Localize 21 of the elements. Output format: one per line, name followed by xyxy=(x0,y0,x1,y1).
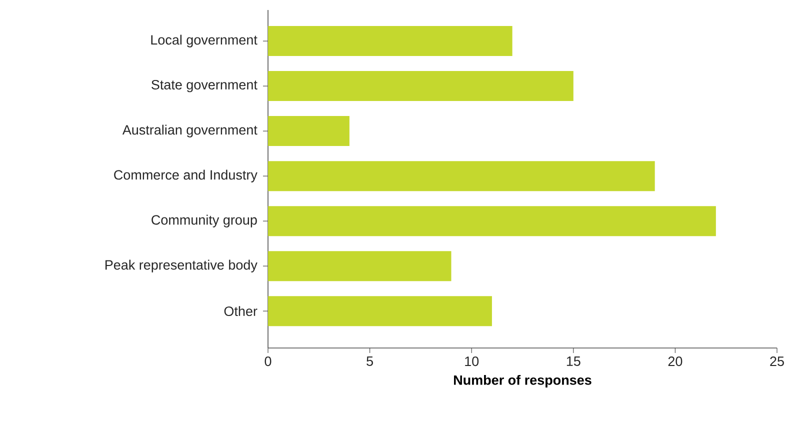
bar xyxy=(268,251,452,282)
x-tick-label: 25 xyxy=(770,356,784,366)
bar xyxy=(268,116,350,146)
bar xyxy=(268,26,512,56)
x-axis-title: Number of responses xyxy=(454,374,592,388)
x-tick-label: 15 xyxy=(566,356,580,366)
y-tick-label: State government xyxy=(152,80,258,92)
bar xyxy=(268,206,716,236)
bar xyxy=(268,296,492,326)
y-tick-label: Local government xyxy=(151,34,258,48)
y-tick-label: Community group xyxy=(152,214,257,228)
x-tick-label: 10 xyxy=(465,356,479,366)
x-tick-label: 0 xyxy=(264,356,272,366)
bar xyxy=(268,71,574,102)
y-tick-label: Australian government xyxy=(122,124,258,138)
y-tick-label: Other xyxy=(224,306,258,316)
x-tick-label: 20 xyxy=(668,356,682,366)
x-tick-label: 5 xyxy=(366,356,373,366)
bar xyxy=(268,161,655,192)
y-tick-label: Peak representative body xyxy=(105,260,258,272)
y-tick-label: Commerce and Industry xyxy=(114,170,258,182)
